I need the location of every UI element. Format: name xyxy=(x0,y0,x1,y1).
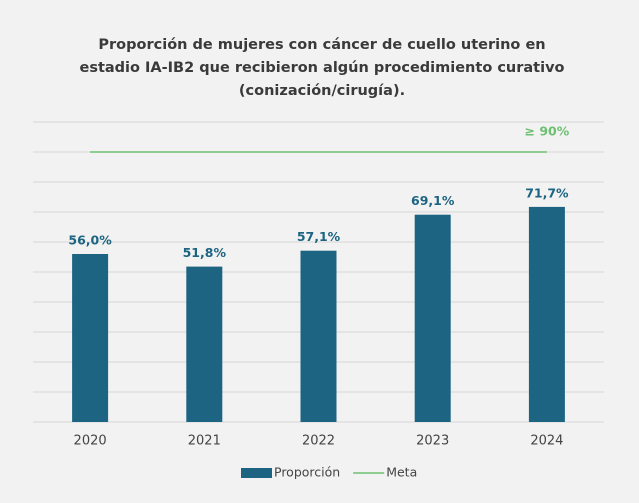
x-tick-label: 2022 xyxy=(302,434,335,449)
legend-label: Meta xyxy=(386,465,417,480)
data-label: 57,1% xyxy=(297,229,341,244)
bar xyxy=(186,266,223,422)
legend-swatch xyxy=(241,468,272,478)
x-tick-label: 2020 xyxy=(74,434,107,449)
meta-label: ≥ 90% xyxy=(525,124,570,139)
chart-title: (conización/cirugía). xyxy=(239,83,405,99)
bar xyxy=(528,206,565,422)
x-tick-label: 2023 xyxy=(416,434,449,449)
chart-title: estadio IA-IB2 que recibieron algún proc… xyxy=(79,60,564,76)
data-label: 51,8% xyxy=(183,245,227,260)
chart-title: Proporción de mujeres con cáncer de cuel… xyxy=(98,37,545,53)
bar xyxy=(414,214,451,422)
bar xyxy=(300,250,337,422)
legend-label: Proporción xyxy=(274,465,340,480)
data-label: 56,0% xyxy=(68,233,112,248)
x-tick-label: 2024 xyxy=(530,434,563,449)
bar xyxy=(72,254,109,422)
data-label: 71,7% xyxy=(525,185,569,200)
x-tick-label: 2021 xyxy=(188,434,221,449)
data-label: 69,1% xyxy=(411,193,455,208)
